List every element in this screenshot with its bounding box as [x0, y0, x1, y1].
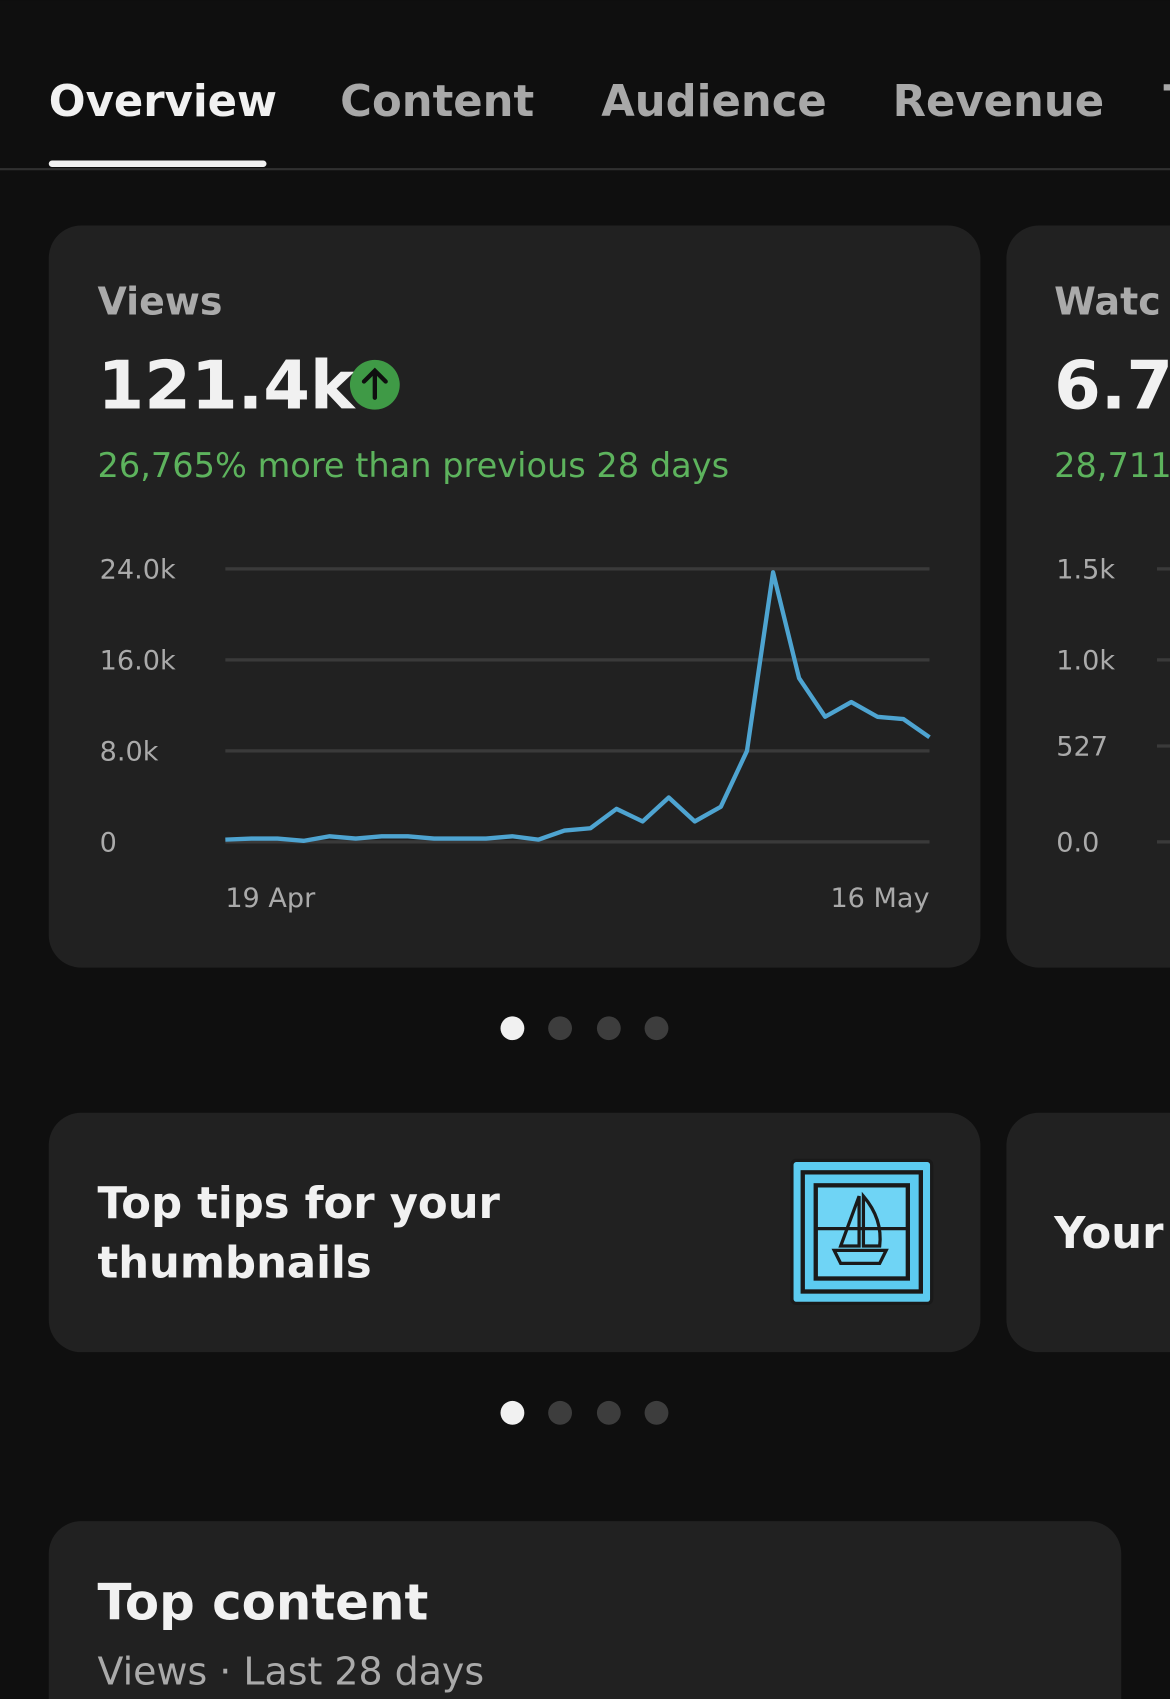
- up-icon: [349, 359, 400, 410]
- metric-change: 26,765% more than previous 28 days: [97, 446, 729, 485]
- tab[interactable]: Content: [340, 77, 534, 127]
- metric-card[interactable]: [1006, 225, 1170, 968]
- tip-card[interactable]: [1006, 1112, 1170, 1353]
- x-tick-label: 19 Apr: [225, 883, 316, 914]
- y-tick-label: 0.0: [1056, 828, 1099, 859]
- tip-card[interactable]: [48, 1112, 981, 1353]
- x-tick-label: 16 May: [830, 883, 929, 914]
- divider: [0, 168, 1170, 171]
- y-tick-label: 16.0k: [100, 646, 176, 677]
- metric-value: 121.4k: [97, 347, 355, 425]
- watch-chart: 0.0 527 1.0k 1.5k: [1056, 555, 1170, 859]
- tip-title: thumbnails: [97, 1238, 371, 1288]
- tab-indicator: [48, 160, 267, 167]
- top-content-card: [48, 1521, 1122, 1699]
- y-tick-label: 1.0k: [1056, 646, 1115, 677]
- section-title: Top content: [97, 1574, 428, 1632]
- y-tick-label: 8.0k: [100, 737, 159, 768]
- y-tick-label: 1.5k: [1056, 555, 1115, 586]
- tab-bar: Overview Content Audience Revenue T: [0, 77, 1170, 171]
- pagination: [500, 1016, 669, 1041]
- tip-title: Top tips for your: [97, 1179, 500, 1229]
- metric-value: 6.7: [1054, 347, 1170, 425]
- metric-card[interactable]: [48, 225, 981, 968]
- metric-change: 28,711: [1054, 446, 1170, 485]
- line-series: [225, 570, 931, 843]
- y-tick-label: 0: [100, 828, 117, 859]
- tab[interactable]: T: [1163, 77, 1170, 127]
- pagination: [500, 1400, 669, 1425]
- metric-label: Watc: [1054, 279, 1161, 323]
- tab[interactable]: Revenue: [893, 77, 1104, 127]
- tip-title: Your: [1053, 1209, 1164, 1259]
- metric-label: Views: [97, 279, 222, 323]
- section-subtitle: Views · Last 28 days: [97, 1650, 484, 1694]
- thumbnail-icon: [790, 1158, 934, 1306]
- tab[interactable]: Overview: [49, 77, 277, 127]
- y-tick-label: 527: [1056, 732, 1108, 763]
- views-chart: 0 8.0k 16.0k 24.0k 19 Apr 16 May: [100, 555, 931, 914]
- tab[interactable]: Audience: [601, 77, 827, 127]
- y-tick-label: 24.0k: [100, 555, 176, 586]
